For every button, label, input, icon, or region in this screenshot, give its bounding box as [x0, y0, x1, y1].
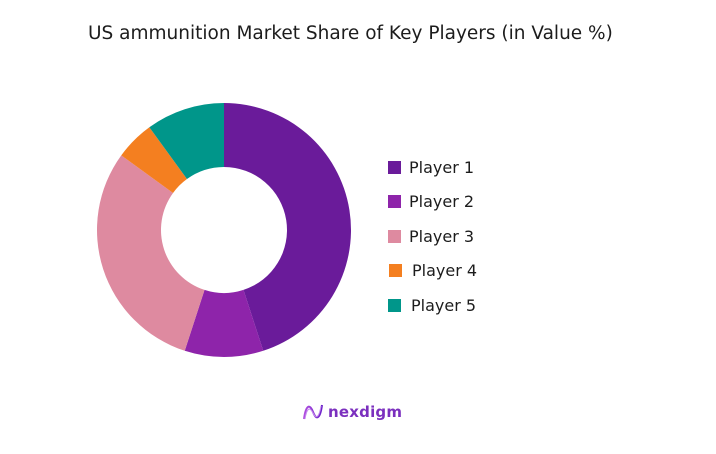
- chart-title: US ammunition Market Share of Key Player…: [88, 23, 613, 44]
- logo-text: nexdigm: [328, 403, 403, 421]
- legend-swatch-icon: [388, 160, 401, 174]
- donut-slice-player-1: [224, 103, 352, 351]
- legend-item-player-1: Player 1: [388, 150, 477, 185]
- legend-label: Player 3: [409, 226, 475, 246]
- legend-label: Player 5: [411, 295, 477, 315]
- donut-slice-player-5: [149, 103, 224, 180]
- legend-swatch-icon: [388, 229, 401, 243]
- legend-label: Player 4: [412, 261, 478, 281]
- legend-swatch-icon: [388, 195, 401, 209]
- legend-swatch-icon: [388, 298, 401, 312]
- legend-item-player-4: Player 4: [388, 254, 477, 289]
- legend-item-player-2: Player 2: [388, 185, 477, 220]
- donut-slice-player-2: [184, 289, 264, 358]
- legend-swatch-icon: [389, 264, 402, 278]
- legend-label: Player 2: [409, 192, 475, 212]
- legend-item-player-5: Player 5: [388, 288, 477, 323]
- legend-item-player-3: Player 3: [388, 219, 477, 254]
- nexdigm-wave-icon: [303, 404, 323, 420]
- chart-legend: Player 1 Player 2 Player 3 Player 4 Play…: [388, 150, 477, 323]
- nexdigm-logo: nexdigm: [302, 402, 402, 422]
- donut-slice-player-3: [96, 155, 205, 351]
- donut-slice-player-4: [121, 127, 187, 193]
- legend-label: Player 1: [409, 157, 475, 177]
